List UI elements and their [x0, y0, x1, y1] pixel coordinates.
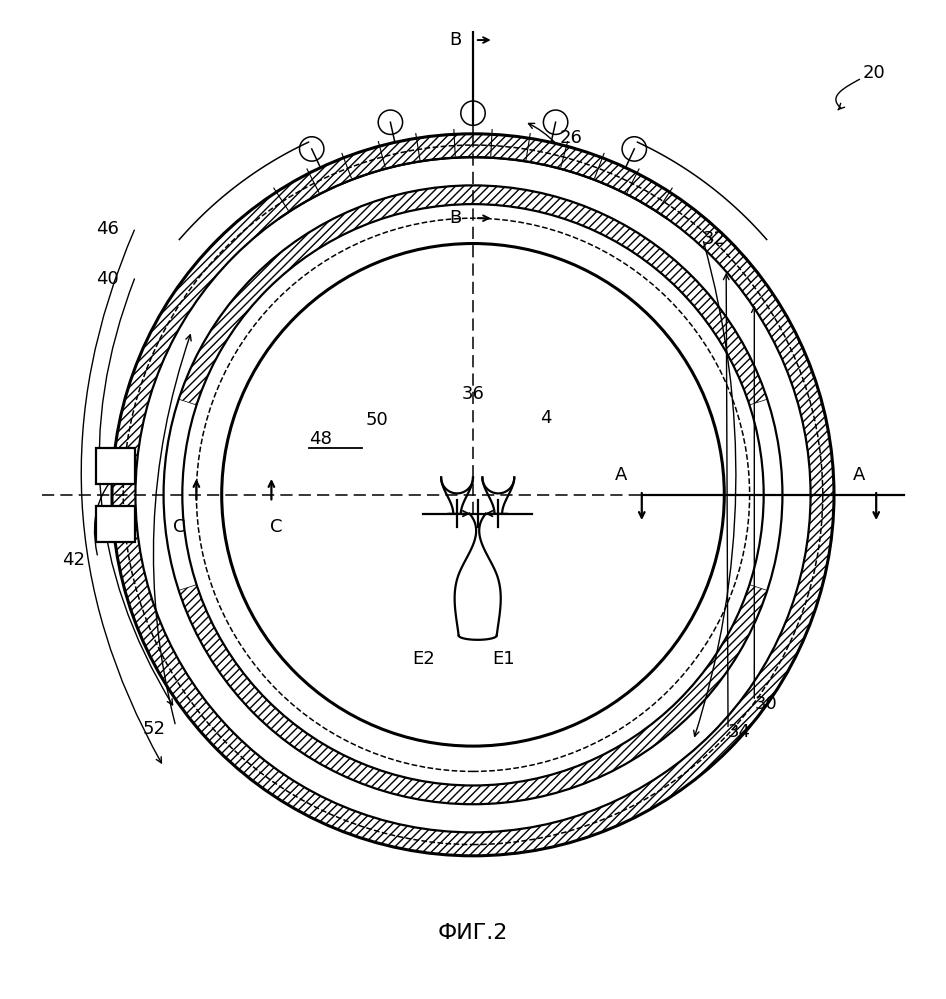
Text: 26: 26	[559, 130, 582, 148]
Text: ФИГ.2: ФИГ.2	[438, 923, 508, 943]
Circle shape	[112, 134, 834, 856]
Text: 48: 48	[309, 430, 332, 448]
Polygon shape	[96, 506, 135, 541]
Text: 36: 36	[462, 385, 484, 403]
Wedge shape	[179, 186, 767, 405]
Text: A: A	[615, 466, 627, 484]
Text: E2: E2	[412, 650, 434, 668]
Wedge shape	[179, 584, 767, 804]
Text: C: C	[173, 518, 185, 536]
Text: A: A	[853, 466, 866, 484]
Text: 52: 52	[143, 720, 166, 738]
Text: 40: 40	[96, 270, 119, 288]
Text: 32: 32	[703, 230, 726, 248]
Text: B: B	[449, 209, 462, 227]
Text: B: B	[449, 31, 462, 49]
Wedge shape	[112, 134, 834, 856]
Text: 34: 34	[728, 723, 751, 741]
Polygon shape	[96, 506, 135, 541]
Text: 50: 50	[365, 411, 388, 429]
Polygon shape	[96, 448, 135, 484]
Polygon shape	[96, 448, 135, 484]
Text: C: C	[270, 518, 282, 536]
Text: 30: 30	[754, 695, 777, 713]
Text: 46: 46	[96, 221, 119, 239]
Text: 4: 4	[540, 409, 552, 427]
Text: 42: 42	[62, 551, 85, 569]
Text: 20: 20	[862, 64, 885, 82]
Text: E1: E1	[493, 650, 516, 668]
